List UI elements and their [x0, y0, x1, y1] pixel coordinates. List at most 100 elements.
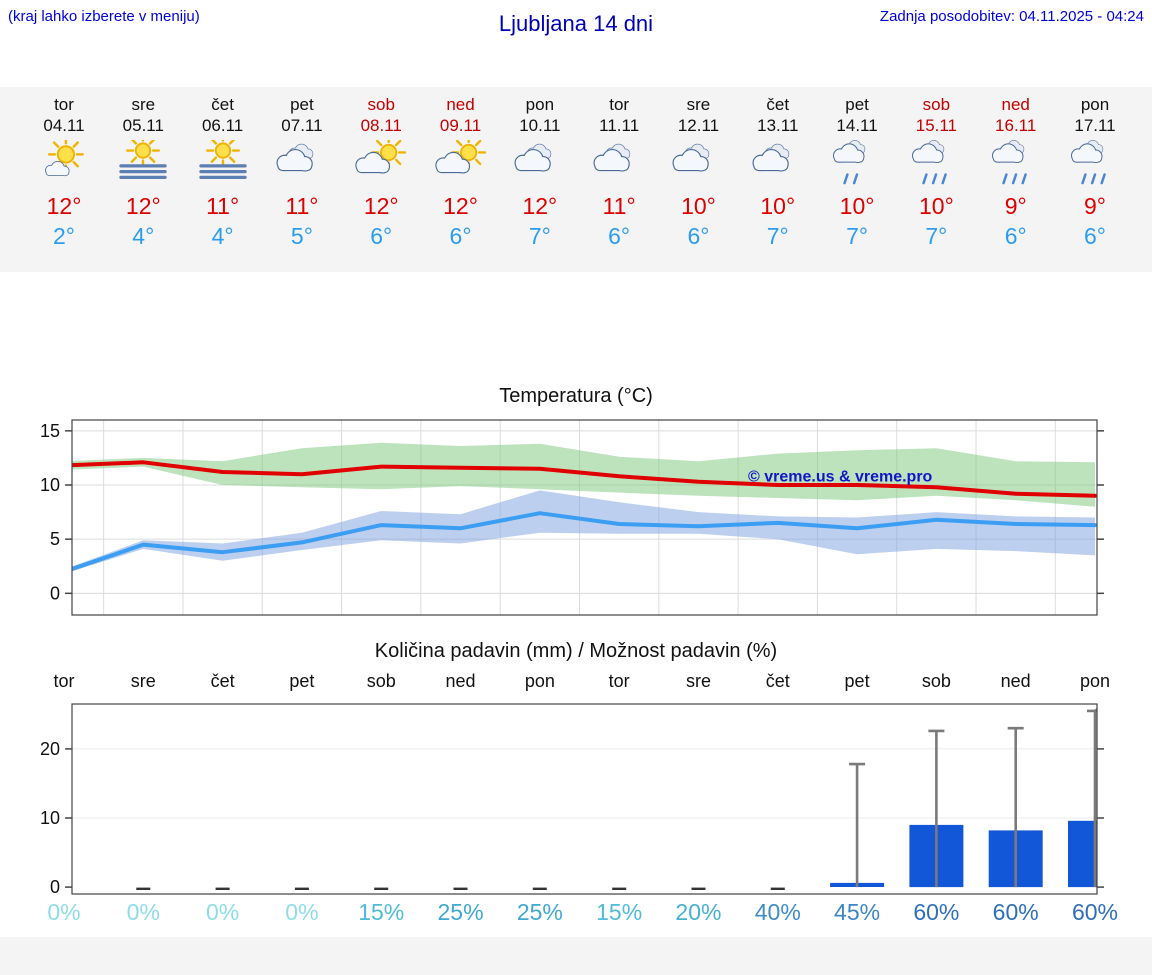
forecast-day: ned 09.11 12° 6° — [417, 94, 505, 250]
day-name: pon — [525, 95, 555, 114]
forecast-day: sre 05.11 12° 4° — [99, 94, 187, 250]
weather-icon-cloudy — [752, 143, 790, 172]
precip-day-label: sre — [130, 671, 156, 691]
high-temp: 12° — [46, 193, 82, 219]
day-name: sob — [922, 95, 951, 114]
precip-probability: 25% — [437, 899, 484, 925]
precip-day-labels: tor sre čet pet sob ned pon tor sre čet pet sob ned p… — [0, 671, 1152, 695]
precip-day-label: čet — [765, 671, 790, 691]
high-temp: 12° — [125, 193, 161, 219]
page-title: Ljubljana 14 dni — [498, 11, 654, 36]
day-date: 16.11 — [995, 116, 1037, 135]
svg-text:10: 10 — [40, 475, 60, 495]
precip-probability: 25% — [516, 899, 563, 925]
svg-text:5: 5 — [50, 529, 60, 549]
day-name: čet — [211, 95, 234, 114]
forecast-day: čet 06.11 11° 4° — [179, 94, 267, 250]
day-name: ned — [1001, 95, 1030, 114]
day-date: 13.11 — [757, 116, 799, 135]
menu-hint-note: (kraj lahko izberete v meniju) — [8, 8, 200, 25]
precip-probability: 15% — [596, 899, 643, 925]
precip-day-label: sob — [366, 671, 396, 691]
high-temp: 12° — [443, 193, 478, 219]
forecast-day: sob 08.11 12° 6° — [337, 94, 425, 250]
day-date: 10.11 — [519, 116, 561, 135]
forecast-strip: tor 04.11 12° 2° sre 05.11 12° 4° čet 06.11 11° 4° p… — [0, 87, 1152, 272]
day-date: 06.11 — [201, 116, 244, 135]
precip-day-label: pet — [289, 671, 315, 691]
precip-probability: 45% — [834, 899, 881, 925]
svg-text:0: 0 — [50, 877, 60, 897]
weather-icon-sun_cloud — [45, 136, 84, 177]
svg-text:15: 15 — [40, 421, 60, 441]
day-name: tor — [609, 95, 630, 114]
high-temp: 12° — [363, 193, 399, 219]
low-temp: 7° — [766, 223, 789, 249]
precip-probability: 60% — [913, 899, 960, 925]
day-date: 08.11 — [360, 116, 402, 135]
bottom-bar — [0, 937, 1152, 975]
precip-probability: 0% — [126, 899, 160, 925]
forecast-day: ned 16.11 9° 6° — [972, 94, 1060, 250]
precipitation-chart-title: Količina padavin (mm) / Možnost padavin … — [374, 640, 778, 662]
day-name: pet — [290, 95, 314, 114]
high-temp: 9° — [1084, 193, 1106, 219]
weather-icon-rain — [1071, 140, 1106, 185]
high-temp: 12° — [522, 193, 558, 219]
high-temp: 9° — [1004, 193, 1027, 219]
day-date: 17.11 — [1074, 116, 1116, 135]
low-temp: 5° — [290, 223, 313, 249]
precip-probability: 0% — [285, 899, 319, 925]
high-temp: 10° — [681, 193, 716, 219]
high-temp: 10° — [839, 193, 875, 219]
day-name: pon — [1080, 95, 1110, 114]
weather-icon-cloudy — [276, 143, 314, 172]
day-name: pet — [845, 95, 869, 114]
precip-day-label: pon — [1079, 671, 1111, 691]
day-date: 07.11 — [281, 116, 323, 135]
high-temp: 10° — [760, 193, 796, 219]
day-date: 04.11 — [43, 116, 85, 135]
low-temp: 6° — [1004, 223, 1027, 249]
svg-text:20: 20 — [40, 739, 60, 759]
day-date: 11.11 — [599, 116, 640, 135]
precip-day-label: pon — [524, 671, 555, 691]
precip-day-label: tor — [53, 671, 75, 691]
last-update: Zadnja posodobitev: 04.11.2025 - 04:24 — [879, 8, 1144, 25]
precip-probability: 20% — [675, 899, 722, 925]
day-name: sob — [367, 95, 395, 114]
precip-probability: 15% — [358, 899, 405, 925]
low-temp: 6° — [370, 223, 393, 249]
low-temp: 6° — [608, 223, 631, 249]
svg-text:10: 10 — [40, 808, 60, 828]
precip-day-label: pet — [844, 671, 870, 691]
low-temp: 7° — [528, 223, 551, 249]
forecast-day: pet 14.11 10° 7° — [813, 94, 901, 250]
day-date: 05.11 — [122, 116, 164, 135]
high-temp: 11° — [285, 193, 319, 219]
day-date: 09.11 — [439, 116, 482, 135]
forecast-day: tor 04.11 12° 2° — [20, 94, 108, 250]
weather-icon-rain — [991, 140, 1027, 185]
day-date: 12.11 — [677, 116, 720, 135]
svg-text:© vreme.us & vreme.pro: © vreme.us & vreme.pro — [748, 469, 933, 486]
forecast-day: tor 11.11 11° 6° — [575, 94, 663, 250]
day-date: 15.11 — [915, 116, 958, 135]
low-temp: 6° — [687, 223, 710, 249]
forecast-day: pon 10.11 12° 7° — [496, 94, 584, 250]
day-name: sre — [131, 95, 156, 114]
high-temp: 11° — [206, 193, 240, 219]
weather-icon-cloudy — [514, 143, 552, 172]
precip-day-label: ned — [1000, 671, 1031, 691]
weather-icon-rain — [912, 140, 948, 185]
temperature-chart-title: Temperatura (°C) — [499, 385, 653, 407]
low-temp: 4° — [211, 223, 234, 249]
forecast-day: čet 13.11 10° 7° — [734, 94, 822, 250]
forecast-day: pon 17.11 9° 6° — [1051, 94, 1139, 250]
svg-text:0: 0 — [50, 583, 60, 603]
precip-day-label: sob — [921, 671, 951, 691]
precip-probability: 0% — [47, 899, 81, 925]
high-temp: 11° — [602, 193, 636, 219]
precip-day-label: sre — [685, 671, 711, 691]
weather-icon-partly — [355, 134, 407, 174]
